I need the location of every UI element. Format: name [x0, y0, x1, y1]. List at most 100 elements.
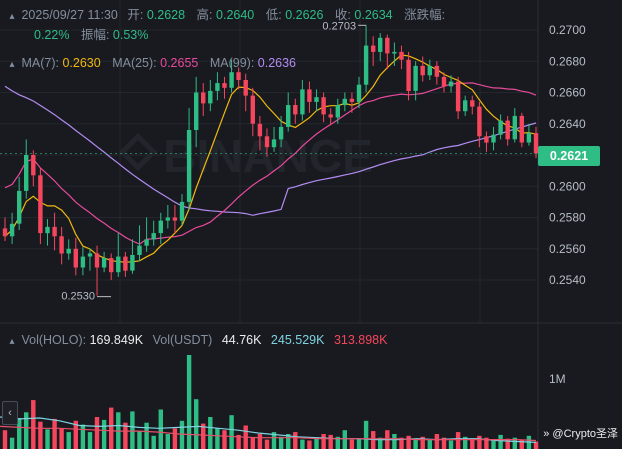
candle-body — [73, 248, 78, 268]
candle — [526, 123, 532, 146]
volume-bar — [293, 432, 298, 449]
candle — [137, 225, 142, 262]
candle — [59, 226, 64, 265]
collapse-arrow-icon[interactable]: ▴ — [9, 11, 15, 22]
candle — [66, 239, 71, 260]
candle — [80, 247, 86, 276]
change-value: 0.22% — [34, 28, 70, 42]
volume-bar — [342, 430, 347, 449]
volume-bar — [307, 440, 312, 449]
volume-bar — [87, 432, 93, 449]
vol-usdt-label: Vol(USDT) — [152, 333, 213, 347]
vol-tick-label: 1M — [549, 372, 566, 386]
volume-bar — [427, 439, 432, 449]
candle-body — [80, 256, 86, 268]
candle — [144, 217, 149, 252]
candle-body — [448, 81, 454, 87]
candle-body — [243, 80, 248, 96]
candle — [215, 72, 220, 101]
grid — [0, 0, 538, 323]
volume-bar — [80, 424, 86, 449]
candle — [470, 95, 475, 115]
candle-body — [491, 134, 496, 143]
candle — [250, 87, 255, 137]
volume-bar — [349, 439, 355, 449]
ma25-label: MA(25): — [112, 56, 157, 70]
candle-body — [441, 76, 447, 87]
candle — [321, 92, 326, 123]
volume-bars — [2, 355, 539, 449]
y-tick-label: 0.2640 — [549, 117, 586, 131]
candle-body — [222, 83, 227, 88]
candle-body — [215, 83, 220, 91]
candle-body — [172, 217, 178, 221]
vol-collapse-arrow-icon[interactable]: ▴ — [9, 336, 15, 347]
volume-bar — [378, 437, 383, 449]
candle-body — [420, 65, 425, 76]
candle-body — [165, 217, 170, 221]
ma-collapse-arrow-icon[interactable]: ▴ — [9, 59, 15, 70]
vol-usdt-value: 44.76K — [221, 333, 262, 347]
vol-holo-value: 169.849K — [89, 333, 144, 347]
candle-body — [116, 256, 121, 273]
candle — [427, 59, 432, 80]
vol-holo-label: Vol(HOLO): — [21, 333, 87, 347]
volume-bar — [123, 422, 128, 449]
volume-bar — [229, 415, 234, 449]
ma7-line — [4, 54, 537, 263]
candle — [101, 251, 107, 273]
candle-body — [123, 256, 128, 271]
candle-body — [59, 236, 64, 254]
candle — [52, 212, 57, 251]
candle — [293, 98, 298, 124]
candle — [406, 51, 411, 101]
watermark: » @Crypto圣泽 — [543, 425, 618, 441]
candle — [87, 248, 93, 271]
candles — [2, 25, 539, 296]
candle-body — [257, 123, 263, 137]
volume-bar — [434, 434, 440, 449]
candle — [441, 72, 447, 93]
candle — [307, 81, 312, 113]
candle — [222, 76, 227, 99]
volume-bar — [363, 420, 369, 449]
volume-bar — [144, 422, 149, 449]
candle-body — [413, 65, 418, 91]
candle-body — [17, 190, 22, 224]
scroll-left-button[interactable]: ‹ — [2, 401, 18, 425]
volume-bar — [137, 431, 142, 449]
ma25-value: 0.2655 — [160, 56, 199, 70]
candle — [264, 128, 270, 157]
candle — [123, 251, 128, 277]
candle — [378, 33, 383, 62]
open-label: 开: — [127, 8, 144, 22]
y-tick-label: 0.2600 — [549, 179, 586, 193]
volume-bar — [441, 437, 447, 449]
candle-body — [45, 226, 50, 234]
open-value: 0.2628 — [146, 8, 186, 22]
candle-body — [271, 139, 277, 148]
candle-body — [371, 45, 376, 52]
low-value: 0.2626 — [285, 8, 324, 22]
candle-body — [300, 89, 305, 115]
volume-bar — [286, 434, 291, 449]
candle-body — [356, 84, 362, 102]
candle-body — [87, 253, 93, 257]
candle — [31, 150, 36, 187]
candle — [477, 101, 482, 148]
volume-bar — [179, 420, 185, 449]
volume-bar — [328, 434, 333, 449]
volume-bar — [314, 437, 319, 449]
volume-bar — [371, 431, 376, 449]
candle — [271, 126, 277, 152]
ohlc-row-1: ▴ 2025/09/27 11:30 开: 0.2628 高: 0.2640 低… — [6, 6, 445, 26]
candle-body — [533, 133, 539, 154]
volume-bar — [45, 429, 50, 449]
candle-body — [526, 133, 532, 143]
candle-body — [264, 136, 270, 148]
candle — [243, 73, 248, 112]
candle — [455, 76, 461, 120]
binance-logo-shape — [118, 132, 158, 172]
